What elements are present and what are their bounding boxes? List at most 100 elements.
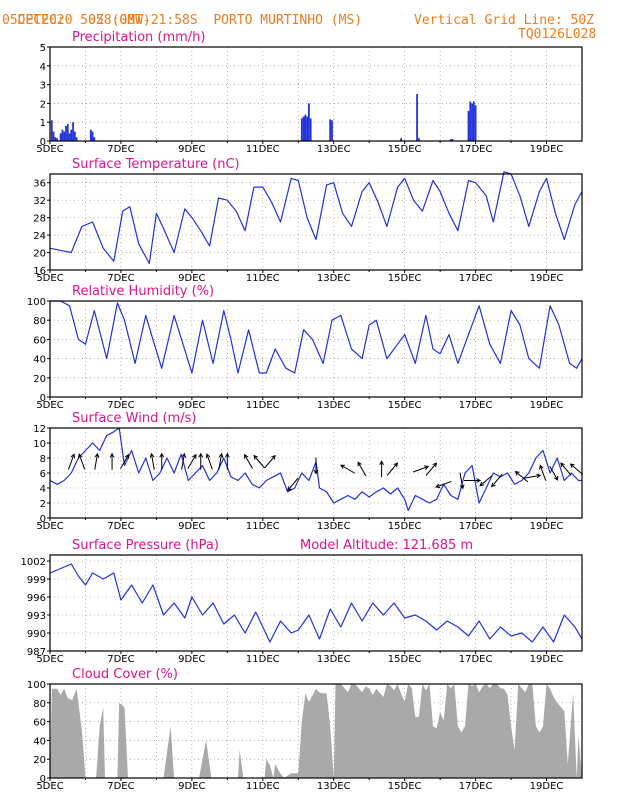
wind-arrow-head [124,453,130,459]
wind-arrow [181,453,185,470]
precip-bar [93,137,96,141]
pres-frame [49,554,583,652]
wind-title: Surface Wind (m/s) [72,411,196,426]
wind-arrow [68,454,75,470]
y-tick-label: 0 [40,514,46,525]
x-tick-label: 19DEC [530,144,564,155]
x-tick-label: 5DEC [36,654,63,665]
x-tick-label: 7DEC [107,781,134,792]
wind-arrow-head [205,453,211,459]
x-tick-label: 7DEC [107,400,134,411]
y-tick-label: 990 [27,629,46,640]
y-tick-label: 16 [33,266,46,277]
coordinates: 058:08W-21:58S [88,13,198,28]
wind-arrow-head [340,464,346,469]
y-tick-label: 0 [40,774,46,785]
y-tick-label: 28 [33,214,46,225]
y-tick-label: 12 [33,424,46,435]
wind-arrow-head [569,463,575,469]
precip-title: Precipitation (mm/h) [72,30,205,45]
precip-bar [474,105,477,141]
wind-arrow [386,462,398,476]
cloud-title: Cloud Cover (%) [72,667,178,682]
x-tick-label: 11DEC [246,521,280,532]
precip-bar [467,110,470,141]
x-tick-label: 19DEC [530,781,564,792]
wind-arrow [78,454,86,470]
temp-series-line [49,171,583,265]
x-tick-label: 9DEC [178,144,205,155]
wind-arrow-head [70,453,76,459]
y-tick-label: 60 [33,335,46,346]
header-line-1: CPTEC: 058:08W-21:58S PORTO MURTINHO (MS… [2,0,362,28]
x-tick-label: 17DEC [459,273,493,284]
x-tick-label: 5DEC [36,144,63,155]
x-tick-label: 9DEC [178,781,205,792]
precip-bar [416,94,418,141]
y-tick-label: 987 [27,647,46,658]
wind-arrow [264,455,276,469]
wind-arrow-head [159,452,165,458]
wind-arrow-head [253,454,259,460]
wind-arrow-head [393,462,399,468]
wind-arrow [560,462,572,476]
x-tick-label: 13DEC [317,400,351,411]
wind-arrow-head [109,452,115,458]
wind-arrow-head [192,453,197,459]
y-tick-label: 0 [40,137,46,148]
wind-arrow [253,455,265,469]
wind-arrow-head [244,453,249,459]
precip-bar [469,101,472,141]
wind-arrow [287,477,299,491]
model-altitude-annotation: Model Altitude: 121.685 m [300,538,473,553]
wind-arrow-head [435,483,441,489]
wind-arrow-head [149,452,155,458]
precip-bar [471,103,473,141]
precip-bar [91,131,94,141]
x-tick-label: 5DEC [36,273,63,284]
precip-bar [56,138,58,141]
x-tick-label: 5DEC [36,400,63,411]
x-tick-label: 11DEC [246,273,280,284]
x-tick-label: 17DEC [459,781,493,792]
y-tick-label: 80 [33,699,46,710]
x-tick-label: 17DEC [459,144,493,155]
y-tick-label: 999 [27,575,46,586]
wind-arrow [539,465,547,481]
x-tick-label: 19DEC [530,273,564,284]
x-tick-label: 13DEC [317,273,351,284]
precip-bar [72,122,74,141]
y-tick-label: 10 [33,439,46,450]
precip-bar [75,137,78,141]
x-tick-label: 19DEC [530,521,564,532]
precip-bar [472,101,475,141]
wind-arrow [94,453,98,470]
wind-arrow [412,466,429,473]
cloud-frame [49,683,583,779]
x-tick-label: 15DEC [388,521,422,532]
y-tick-label: 40 [33,355,46,366]
wind-arrow [435,481,452,488]
wind-arrow-head [271,454,276,460]
wind-arrow-head [198,452,204,458]
wind-arrow [549,465,559,481]
x-tick-label: 17DEC [459,654,493,665]
temp-title: Surface Temperature (nC) [72,157,240,172]
wind-arrow-head [218,452,224,458]
wind-arrow [570,463,584,475]
wind-arrow-head [181,452,187,458]
y-tick-label: 4 [40,484,46,495]
y-tick-label: 80 [33,316,46,327]
x-tick-label: 11DEC [246,781,280,792]
x-tick-label: 9DEC [178,521,205,532]
precip-bar [449,139,452,141]
precip-bar [89,129,92,141]
x-tick-label: 15DEC [388,144,422,155]
y-tick-label: 1002 [21,557,46,568]
wind-arrow [150,453,155,470]
y-tick-label: 20 [33,755,46,766]
wind-arrow [206,454,213,470]
x-tick-label: 9DEC [178,273,205,284]
model-code: TQ0126L028 [518,27,597,42]
x-tick-label: 9DEC [178,654,205,665]
